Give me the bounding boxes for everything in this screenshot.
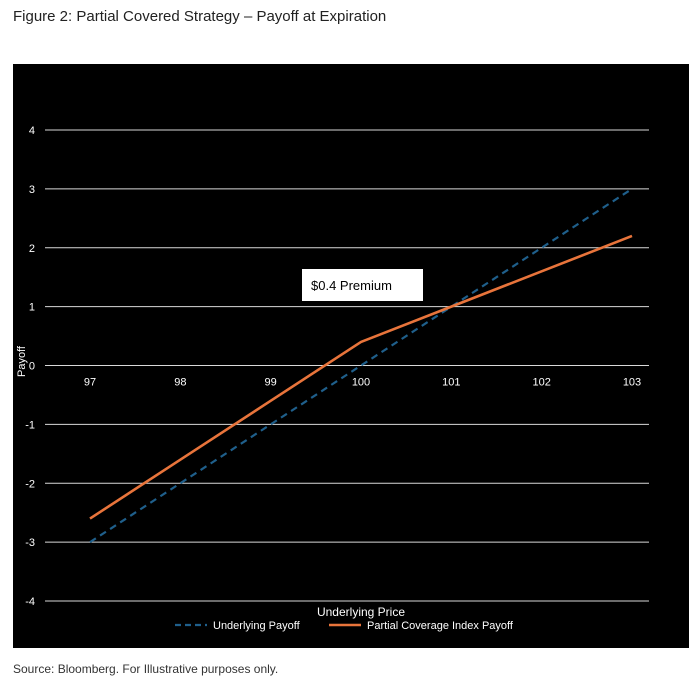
legend-label: Underlying Payoff (213, 620, 301, 632)
y-tick-label: 4 (29, 125, 35, 137)
payoff-chart: 4 3 2 1 0 -1 -2 -3 -4 97 98 99 100 101 102 103 Payoff Und… (16, 125, 649, 632)
y-tick-label: -3 (25, 537, 35, 549)
y-tick-label: -2 (25, 478, 35, 490)
source-note: Source: Bloomberg. For Illustrative purp… (13, 662, 279, 676)
y-tick-label: -4 (25, 596, 35, 608)
y-tick-label: 3 (29, 184, 35, 196)
chart-area: 4 3 2 1 0 -1 -2 -3 -4 97 98 99 100 101 102 103 Payoff Und… (13, 64, 689, 648)
figure-title: Figure 2: Partial Covered Strategy – Pay… (13, 8, 387, 25)
x-tick-label: 102 (532, 377, 550, 389)
series-line-partial-coverage-payoff (89, 234, 633, 520)
x-tick-label: 103 (623, 377, 641, 389)
x-tick-label: 99 (265, 377, 277, 389)
x-tick-label: 97 (84, 377, 96, 389)
x-tick-label: 100 (352, 377, 370, 389)
y-tick-label: 1 (29, 302, 35, 314)
premium-annotation: $0.4 Premium (302, 269, 423, 301)
x-tick-label: 101 (442, 377, 460, 389)
y-tick-label: -1 (25, 419, 35, 431)
legend-label: Partial Coverage Index Payoff (367, 620, 514, 632)
x-axis-label: Underlying Price (317, 605, 405, 619)
y-tick-label: 2 (29, 243, 35, 255)
y-axis-label: Payoff (16, 345, 28, 377)
y-tick-label: 0 (29, 361, 35, 373)
x-tick-label: 98 (174, 377, 186, 389)
